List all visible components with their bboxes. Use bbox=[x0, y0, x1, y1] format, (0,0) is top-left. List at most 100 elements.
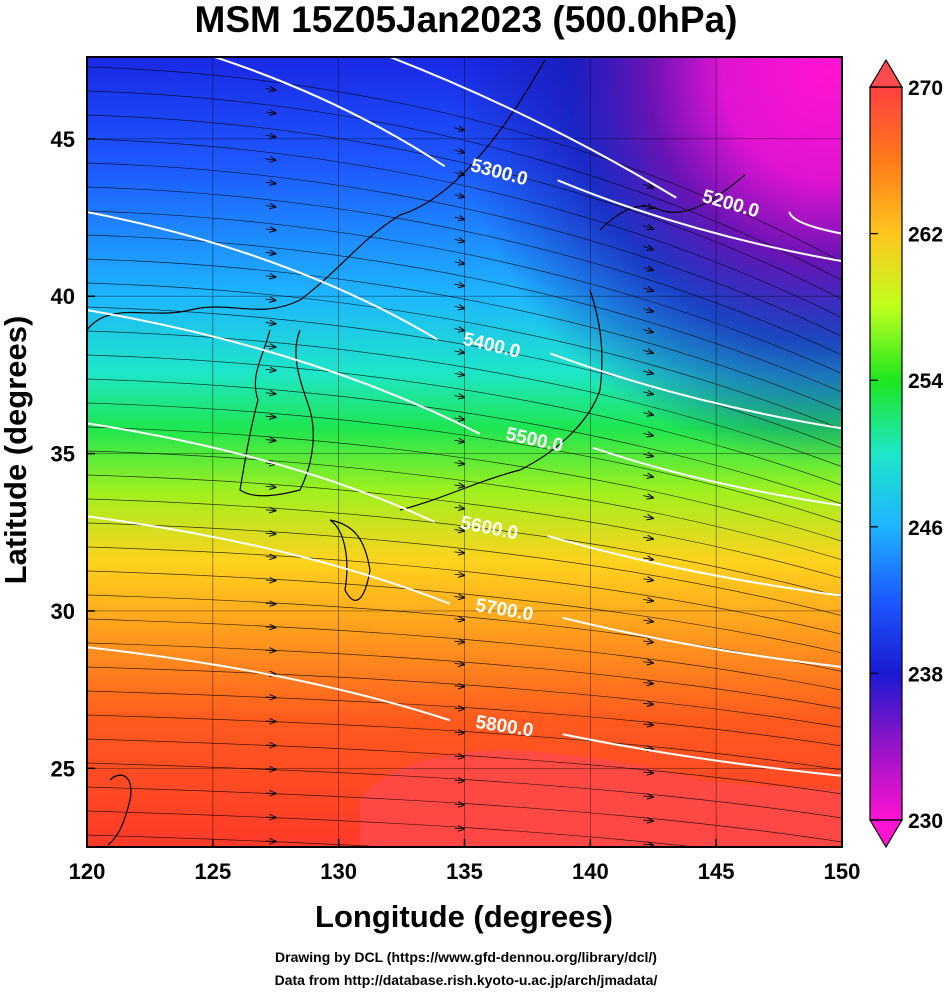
wind-arrow bbox=[454, 239, 465, 241]
wind-arrow bbox=[643, 392, 653, 395]
colorbar-tick-label: 270 bbox=[908, 77, 943, 100]
wind-arrow bbox=[454, 619, 465, 620]
streamline bbox=[87, 426, 842, 542]
streamline bbox=[87, 498, 842, 598]
streamline bbox=[87, 546, 842, 635]
wind-arrow bbox=[265, 627, 276, 628]
wind-arrow bbox=[643, 496, 653, 498]
wind-arrow bbox=[643, 246, 653, 249]
y-axis-label: Latitude (degrees) bbox=[0, 316, 33, 585]
wind-arrow bbox=[265, 206, 276, 207]
x-tick-label: 135 bbox=[446, 859, 483, 884]
wind-arrow bbox=[265, 252, 276, 253]
warm-core-shading bbox=[360, 750, 842, 847]
streamline bbox=[87, 378, 842, 505]
wind-arrow bbox=[454, 780, 465, 781]
wind-arrow bbox=[454, 396, 465, 398]
lat-lon-grid bbox=[87, 57, 842, 847]
streamline bbox=[87, 786, 842, 843]
map-plot: 5200.05300.05400.05500.05600.05700.05800… bbox=[87, 57, 842, 853]
streamline bbox=[87, 642, 842, 710]
wind-arrow bbox=[265, 369, 276, 370]
colorbar-tick-label: 238 bbox=[908, 663, 943, 686]
credit-drawing: Drawing by DCL (https://www.gfd-dennou.o… bbox=[275, 949, 657, 965]
streamline bbox=[87, 402, 842, 523]
streamline bbox=[87, 834, 395, 847]
y-tick-label: 25 bbox=[51, 756, 75, 781]
streamline bbox=[87, 714, 842, 771]
streamline bbox=[87, 138, 842, 319]
figure-title: MSM 15Z05Jan2023 (500.0hPa) bbox=[195, 0, 738, 40]
wind-arrow bbox=[454, 128, 465, 131]
wind-arrow bbox=[265, 182, 276, 183]
wind-arrow bbox=[265, 510, 276, 511]
x-tick-label: 140 bbox=[572, 859, 609, 884]
wind-arrow bbox=[643, 433, 653, 435]
wind-arrow bbox=[265, 580, 276, 581]
wind-arrow bbox=[454, 732, 465, 733]
coastline-honshu bbox=[399, 289, 603, 511]
coastline-taiwan bbox=[107, 774, 132, 846]
wind-arrow bbox=[454, 351, 465, 353]
x-tick-label: 145 bbox=[698, 859, 735, 884]
streamline bbox=[87, 474, 842, 579]
wind-arrow bbox=[454, 284, 465, 286]
wind-arrow bbox=[643, 641, 653, 642]
height-contour bbox=[87, 422, 842, 597]
colorbar-max-arrow bbox=[868, 58, 904, 88]
wind-arrow bbox=[265, 299, 276, 300]
colorbar: 270 262 254 246 238 230 bbox=[868, 58, 943, 849]
wind-arrow bbox=[265, 650, 276, 651]
wind-arrow bbox=[643, 820, 653, 821]
x-axis-ticks: 120 125 130 135 140 145 150 bbox=[69, 839, 861, 884]
wind-arrow bbox=[454, 664, 465, 665]
x-tick-label: 150 bbox=[824, 859, 861, 884]
height-contour bbox=[87, 515, 842, 668]
wind-arrow bbox=[643, 599, 653, 601]
wind-arrow bbox=[265, 486, 276, 487]
streamline bbox=[87, 810, 699, 847]
streamline bbox=[87, 570, 842, 654]
wind-arrow bbox=[265, 112, 276, 114]
streamline bbox=[87, 258, 842, 412]
wind-arrow bbox=[643, 350, 653, 353]
wind-arrow bbox=[643, 475, 653, 477]
streamline bbox=[87, 186, 842, 356]
wind-arrow bbox=[643, 184, 653, 187]
streamline bbox=[87, 690, 842, 747]
x-axis-label: Longitude (degrees) bbox=[315, 899, 613, 934]
streamline bbox=[87, 234, 842, 393]
wind-arrow bbox=[455, 852, 465, 853]
wind-arrow bbox=[643, 772, 653, 773]
colorbar-min-arrow bbox=[868, 819, 904, 849]
wind-arrow bbox=[643, 330, 653, 333]
wind-arrow bbox=[454, 530, 465, 531]
wind-arrow bbox=[265, 135, 276, 137]
y-tick-label: 30 bbox=[51, 599, 75, 624]
wind-arrow bbox=[643, 748, 653, 749]
wind-arrow bbox=[454, 440, 465, 442]
streamline bbox=[87, 738, 842, 795]
streamline bbox=[87, 282, 842, 430]
wind-arrow bbox=[265, 533, 276, 534]
wind-arrow bbox=[454, 150, 465, 152]
wind-arrow bbox=[454, 804, 465, 805]
streamline bbox=[87, 306, 842, 449]
wind-arrow bbox=[454, 418, 465, 420]
height-contour bbox=[211, 57, 842, 263]
wind-arrow bbox=[643, 267, 653, 270]
wind-arrow bbox=[265, 229, 276, 230]
wind-arrow bbox=[454, 217, 465, 219]
streamline bbox=[87, 354, 842, 486]
wind-arrow bbox=[643, 413, 653, 415]
wind-arrow bbox=[454, 574, 465, 575]
coastline-hokkaido bbox=[599, 174, 746, 231]
coastlines bbox=[87, 59, 746, 846]
wind-arrow bbox=[454, 373, 465, 375]
wind-arrow bbox=[454, 485, 465, 486]
wind-arrow bbox=[454, 507, 465, 508]
colorbar-tick-label: 254 bbox=[908, 370, 943, 393]
wind-arrow bbox=[454, 686, 465, 687]
height-contour bbox=[87, 646, 842, 777]
